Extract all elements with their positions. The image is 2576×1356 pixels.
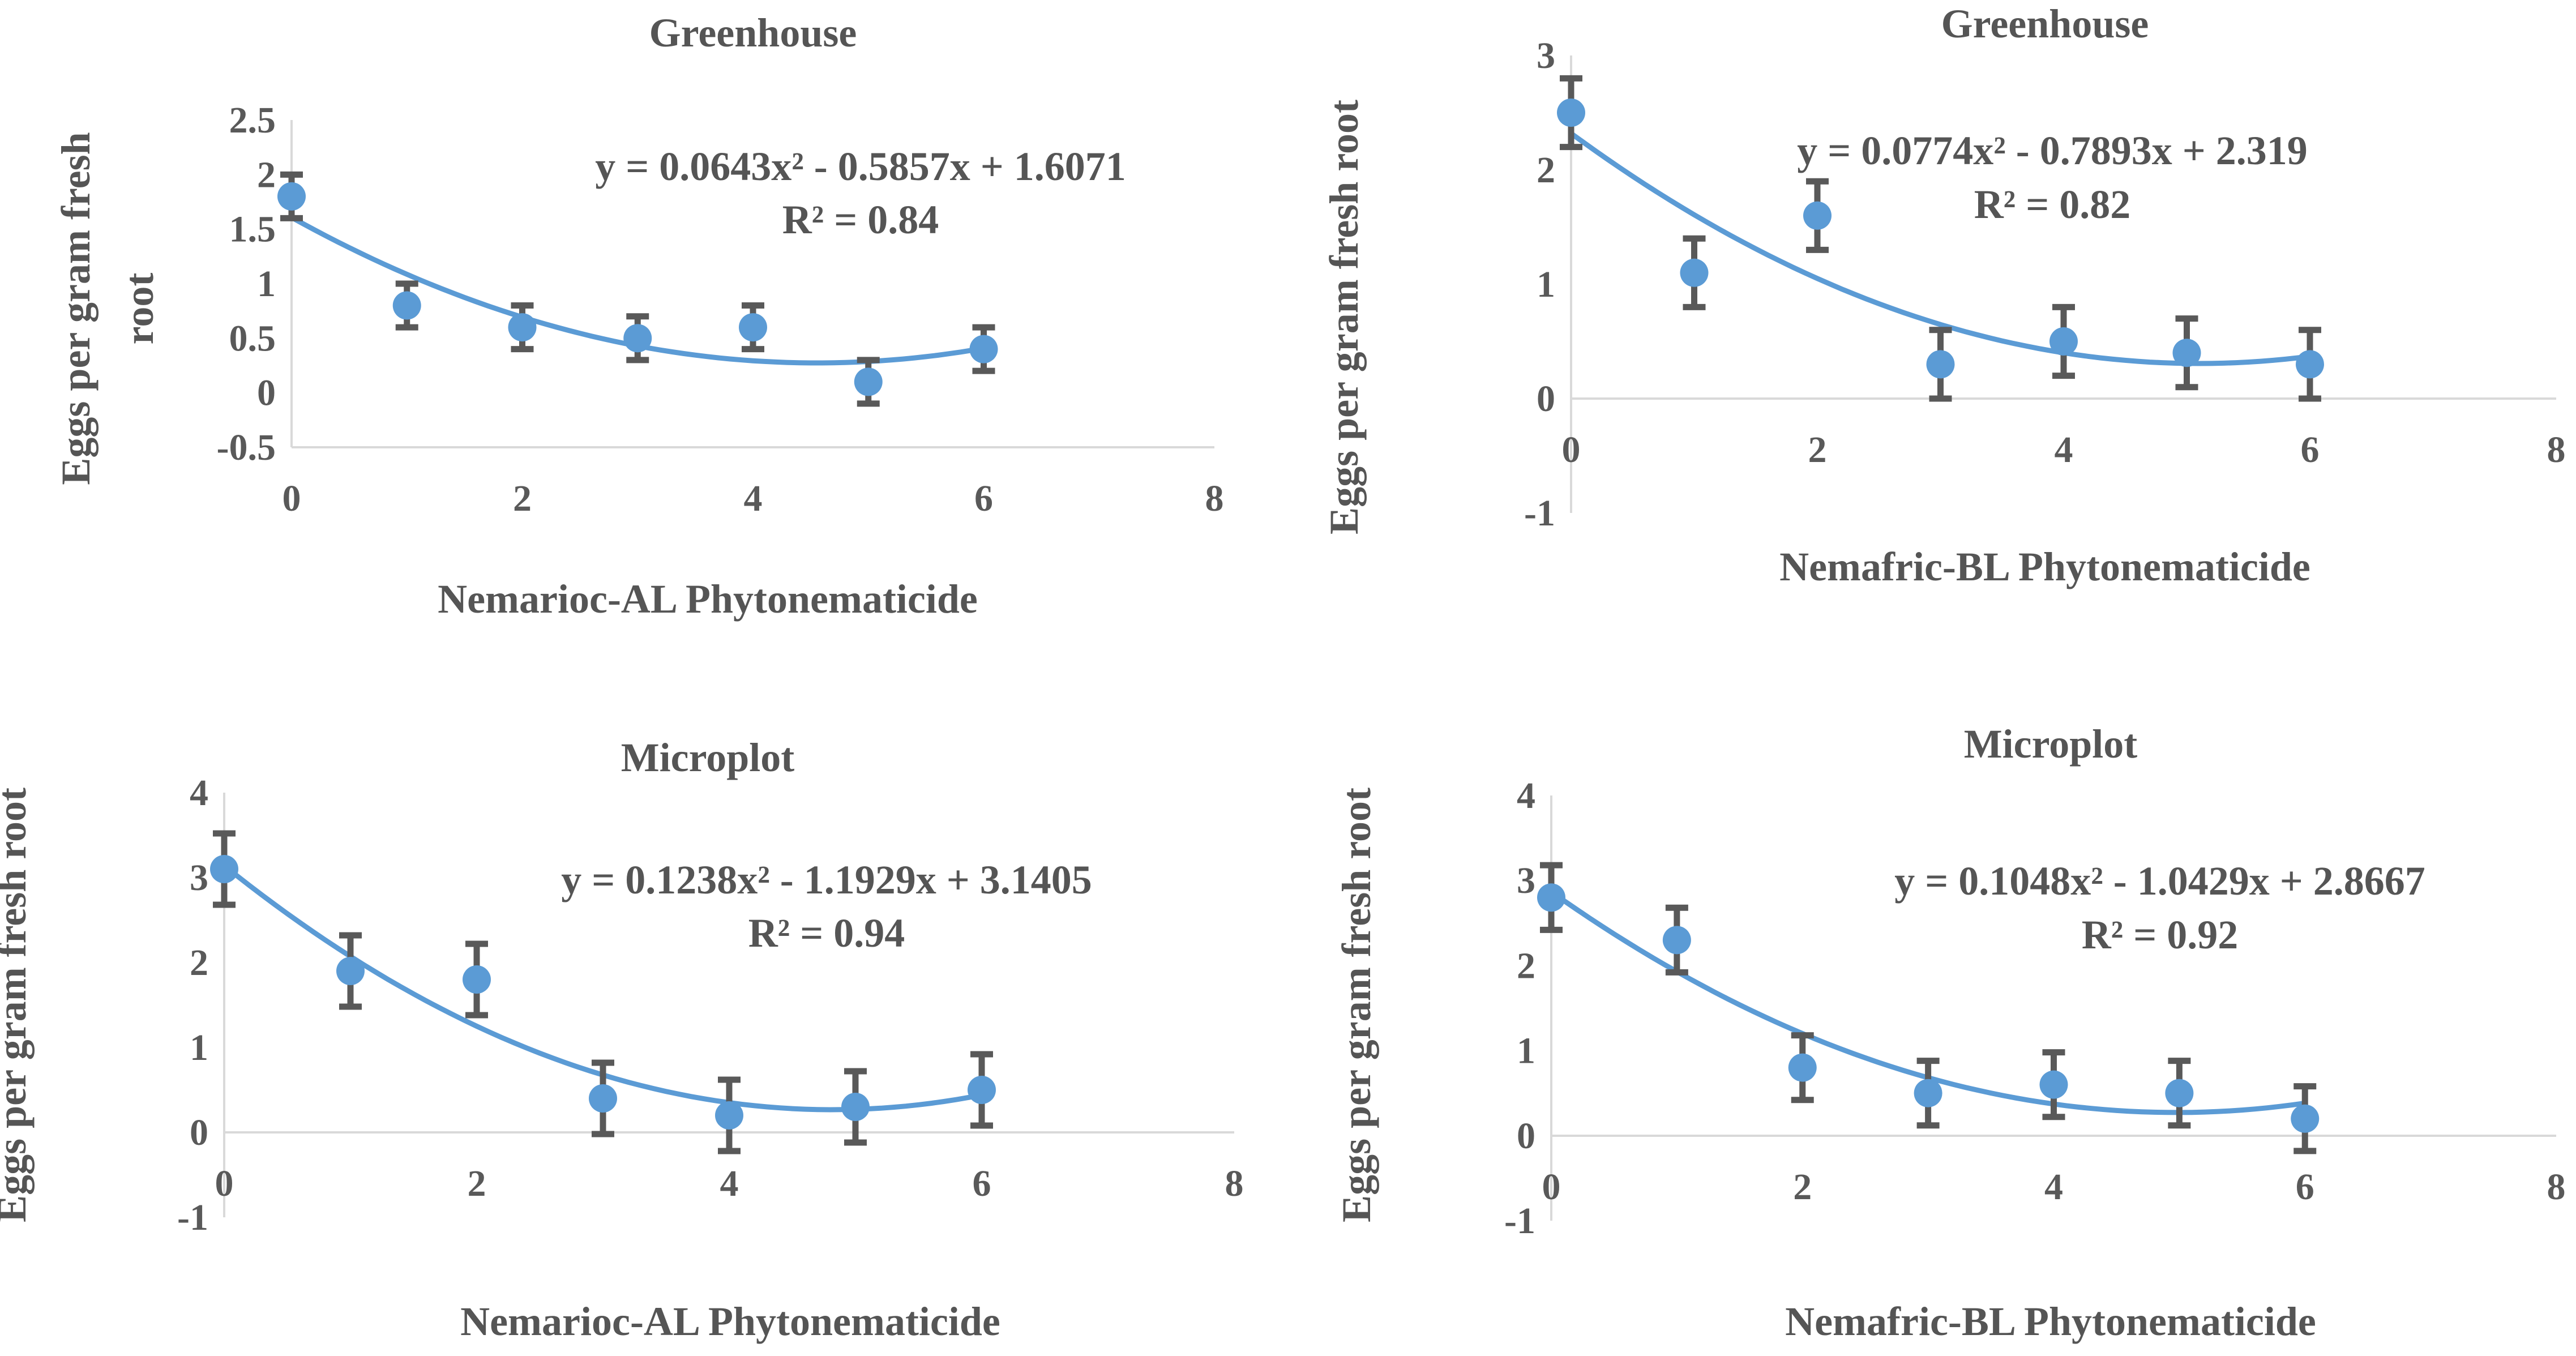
y-tick-label-1-5: 1.5: [229, 209, 276, 250]
y-tick-label-0-5: -0.5: [217, 427, 276, 468]
y-tick-label-1: 1: [190, 1027, 208, 1068]
data-point: [968, 1076, 996, 1104]
trendline-equation: y = 0.1048x² - 1.0429x + 2.8667: [1894, 858, 2425, 904]
x-tick-label-8: 8: [2547, 429, 2566, 470]
data-point: [508, 313, 537, 342]
x-tick-label-6: 6: [2301, 429, 2320, 470]
x-tick-label-2: 2: [1808, 429, 1827, 470]
x-tick-label-0: 0: [283, 478, 301, 519]
data-point: [2291, 1104, 2320, 1133]
chart-title: Microplot: [1964, 721, 2138, 767]
y-tick-label-1: -1: [177, 1197, 208, 1238]
y-tick-label-2-5: 2.5: [229, 100, 276, 141]
x-tick-label-2: 2: [513, 478, 532, 519]
trendline-equation: y = 0.1238x² - 1.1929x + 3.1405: [561, 857, 1092, 902]
x-tick-label-4: 4: [720, 1163, 739, 1204]
r-squared-label: R² = 0.84: [782, 197, 939, 242]
y-tick-label-0-5: 0.5: [229, 318, 276, 359]
chart-title: Microplot: [621, 735, 795, 780]
data-point: [715, 1101, 743, 1130]
x-tick-label-0: 0: [1562, 429, 1581, 470]
y-axis-label: Eggs per gram fresh root: [1334, 788, 1379, 1222]
data-point: [2049, 327, 2078, 356]
y-tick-label-3: 3: [1517, 860, 1535, 901]
data-point: [1914, 1079, 1942, 1107]
data-point: [2165, 1079, 2194, 1107]
y-axis-label: Eggs per gram fresh root: [0, 788, 35, 1222]
chart-title: Greenhouse: [649, 10, 857, 55]
y-tick-label-2: 2: [257, 154, 276, 195]
data-point: [2296, 350, 2324, 379]
x-tick-label-8: 8: [1225, 1163, 1244, 1204]
data-point: [277, 182, 306, 211]
x-tick-label-0: 0: [215, 1163, 234, 1204]
y-axis-label: Eggs per gram fresh root: [53, 132, 162, 485]
y-tick-label-4: 4: [1517, 775, 1535, 816]
r-squared-label: R² = 0.94: [748, 910, 905, 956]
x-tick-label-4: 4: [2055, 429, 2073, 470]
x-tick-label-6: 6: [974, 478, 993, 519]
y-tick-label-0: 0: [1517, 1115, 1535, 1157]
y-tick-label-3: 3: [190, 857, 208, 899]
data-point: [1803, 201, 1832, 230]
trendline-equation: y = 0.0774x² - 0.7893x + 2.319: [1797, 128, 2308, 173]
r-squared-label: R² = 0.82: [1974, 182, 2131, 227]
y-tick-label-1: -1: [1524, 493, 1555, 534]
y-tick-label-4: 4: [190, 772, 208, 814]
data-point: [2172, 339, 2201, 367]
x-tick-label-8: 8: [2547, 1166, 2566, 1208]
data-point: [841, 1093, 870, 1121]
y-tick-label-0: 0: [1537, 378, 1555, 420]
data-point: [589, 1084, 617, 1113]
x-tick-label-6: 6: [2296, 1166, 2314, 1208]
x-tick-label-2: 2: [1793, 1166, 1812, 1208]
data-point: [1926, 350, 1955, 379]
x-axis-label: Nemafric-BL Phytonematicide: [1785, 1299, 2316, 1344]
data-point: [1537, 883, 1565, 912]
data-point: [969, 335, 998, 363]
x-tick-label-8: 8: [1205, 478, 1224, 519]
data-point: [854, 367, 883, 396]
x-tick-label-6: 6: [973, 1163, 991, 1204]
trendline-equation: y = 0.0643x² - 0.5857x + 1.6071: [595, 144, 1126, 189]
y-tick-label-1: -1: [1504, 1200, 1535, 1242]
y-tick-label-1: 1: [1537, 264, 1555, 305]
x-tick-label-4: 4: [2044, 1166, 2063, 1208]
x-axis-label: Nemarioc-AL Phytonematicide: [460, 1299, 1000, 1344]
r-squared-label: R² = 0.92: [2082, 912, 2239, 957]
data-point: [623, 324, 652, 353]
data-point: [336, 957, 365, 985]
x-tick-label-0: 0: [1542, 1166, 1561, 1208]
data-point: [2039, 1070, 2068, 1099]
y-tick-label-1: 1: [257, 263, 276, 305]
y-tick-label-2: 2: [1537, 149, 1555, 191]
chart-title: Greenhouse: [1941, 1, 2149, 46]
y-tick-label-0: 0: [257, 373, 276, 414]
data-point: [1680, 258, 1709, 287]
y-tick-label-1: 1: [1517, 1030, 1535, 1072]
data-point: [1557, 99, 1585, 127]
data-point: [392, 291, 421, 320]
y-axis-label: Eggs per gram fresh root: [1321, 100, 1367, 534]
data-point: [739, 313, 767, 342]
y-tick-label-3: 3: [1537, 35, 1555, 76]
y-tick-label-2: 2: [190, 942, 208, 983]
x-tick-label-2: 2: [468, 1163, 486, 1204]
y-tick-label-2: 2: [1517, 945, 1535, 986]
data-point: [463, 965, 491, 994]
data-point: [210, 855, 238, 883]
data-point: [1662, 926, 1691, 955]
x-axis-label: Nemafric-BL Phytonematicide: [1779, 544, 2310, 589]
y-tick-label-0: 0: [190, 1112, 208, 1153]
data-point: [1788, 1053, 1817, 1082]
x-tick-label-4: 4: [744, 478, 763, 519]
x-axis-label: Nemarioc-AL Phytonematicide: [438, 576, 978, 622]
